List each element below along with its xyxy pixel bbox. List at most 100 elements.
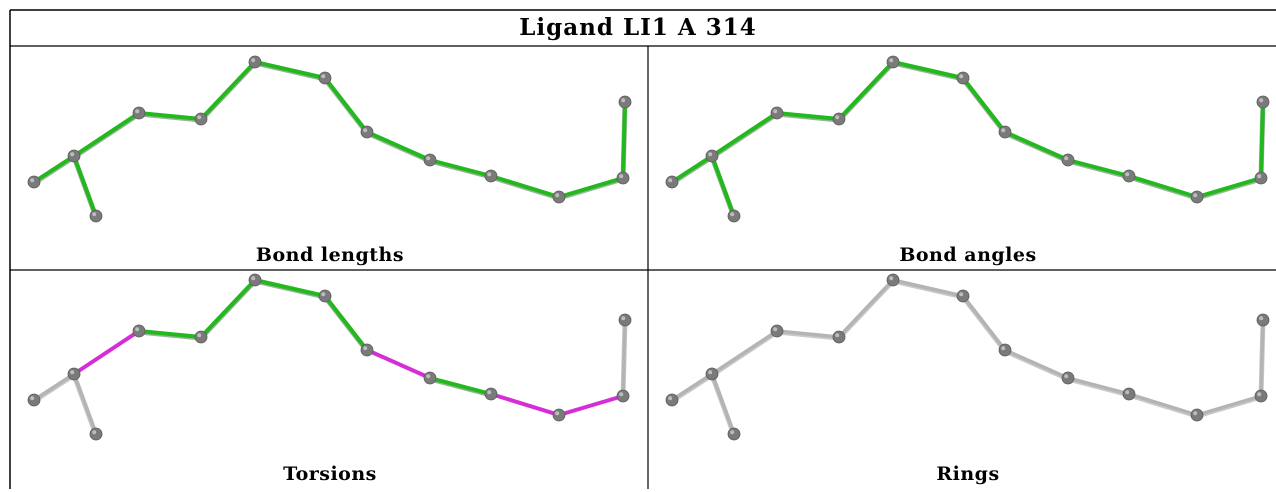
atom [67,367,81,381]
bond-good [710,111,779,158]
atom [360,343,374,357]
panel-rings [665,273,1270,441]
atom [1061,371,1075,385]
atom-highlight [773,109,778,114]
atom-highlight [1125,172,1130,177]
atom-highlight [135,109,140,114]
bond-good [253,278,327,298]
atom [1122,169,1136,183]
bond-good [775,111,841,121]
bond-neutral [775,329,841,339]
panel-bond-lengths [27,55,632,223]
atom [1190,408,1204,422]
bond-good [137,329,203,339]
atom [1256,313,1270,327]
bond-neutral [670,372,714,402]
atom [616,171,630,185]
atom [552,190,566,204]
atom-highlight [70,370,75,375]
atom [832,330,846,344]
atom-highlight [1259,316,1264,321]
atom [665,393,679,407]
bond-good [557,176,625,199]
bond-good [891,60,965,80]
atom [1254,171,1268,185]
atom-highlight [197,333,202,338]
atom [956,71,970,85]
atom-highlight [487,390,492,395]
atom-highlight [321,74,326,79]
atom [423,371,437,385]
atom [67,149,81,163]
atom-highlight [1001,128,1006,133]
atom-highlight [1125,390,1130,395]
atom-highlight [773,327,778,332]
atom [956,289,970,303]
atom [89,209,103,223]
atom-highlight [321,292,326,297]
figure-title: Ligand LI1 A 314 [519,14,757,41]
atom [484,169,498,183]
atom-highlight [621,316,626,321]
atom-highlight [708,370,713,375]
atom [27,175,41,189]
bond-good [323,294,369,352]
atom [484,387,498,401]
bond-neutral [72,372,98,436]
bond-neutral [1195,394,1263,417]
atom [705,149,719,163]
bond-neutral [1259,318,1265,398]
bond-good [621,100,627,180]
bond-neutral [710,372,736,436]
atom-highlight [92,430,97,435]
atom [132,106,146,120]
atom-highlight [1193,411,1198,416]
bond-good [1195,176,1263,199]
bond-good [72,154,98,218]
atom-highlight [708,152,713,157]
atom-highlight [1064,156,1069,161]
atom-highlight [959,292,964,297]
atom [1122,387,1136,401]
atom [360,125,374,139]
bond-outlier [489,392,561,417]
atom-highlight [1259,98,1264,103]
atom [318,71,332,85]
atom [423,153,437,167]
bond-outlier [72,329,141,376]
bond-neutral [1003,348,1070,380]
atom-highlight [835,115,840,120]
atom [665,175,679,189]
atom [886,273,900,287]
atom [727,427,741,441]
atom [998,343,1012,357]
bond-outlier [365,348,432,380]
atom-highlight [1001,346,1006,351]
bond-neutral [32,372,76,402]
atom [727,209,741,223]
bond-good [961,76,1007,134]
atom [998,125,1012,139]
atom-highlight [730,212,735,217]
bond-outlier [557,394,625,417]
atom-highlight [621,98,626,103]
bond-neutral [710,329,779,376]
atom-highlight [555,411,560,416]
atom-highlight [619,392,624,397]
atom [1190,190,1204,204]
atom [1256,95,1270,109]
atom-highlight [251,58,256,63]
atom-highlight [426,374,431,379]
bond-good [199,60,257,121]
atom [616,389,630,403]
bond-good [199,278,257,339]
panel-bond-angles [665,55,1270,223]
atom [1061,153,1075,167]
bond-good [837,60,895,121]
atom-highlight [1257,174,1262,179]
atom-highlight [135,327,140,332]
atom [132,324,146,338]
atom [194,112,208,126]
atom [248,273,262,287]
